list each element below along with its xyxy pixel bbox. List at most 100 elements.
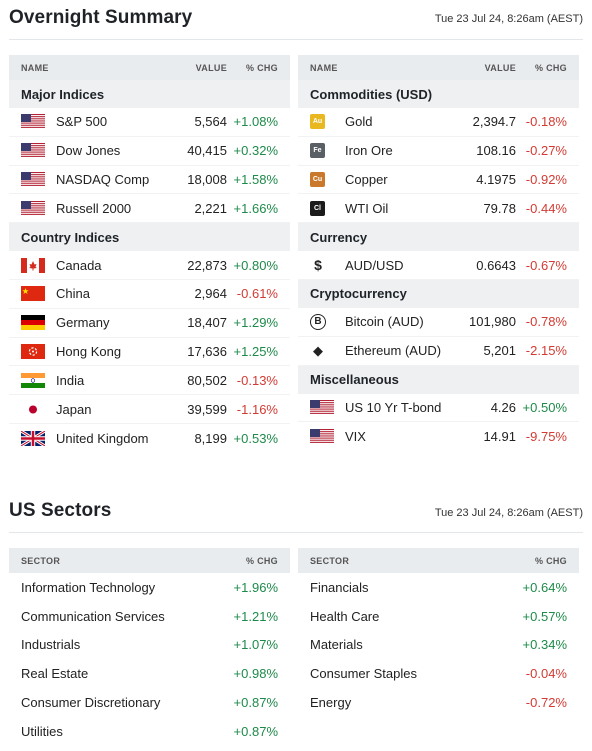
- sector-row[interactable]: Industrials +1.07%: [9, 631, 290, 660]
- overnight-summary-title: Overnight Summary: [9, 7, 193, 28]
- sector-change: +1.96%: [233, 579, 278, 595]
- table-row[interactable]: NASDAQ Comp 18,008 +1.58%: [9, 166, 290, 195]
- uk-flag-icon: [21, 430, 45, 446]
- sector-row[interactable]: Health Care +0.57%: [298, 602, 579, 631]
- instrument-name: India: [56, 372, 85, 388]
- sector-name: Utilities: [21, 723, 63, 739]
- table-row[interactable]: S&P 500 5,564 +1.08%: [9, 108, 290, 137]
- instrument-change: +0.53%: [233, 430, 278, 446]
- table-row[interactable]: United Kingdom 8,199 +0.53%: [9, 424, 290, 453]
- canada-flag-icon: [21, 257, 45, 273]
- table-row[interactable]: Hong Kong 17,636 +1.25%: [9, 338, 290, 367]
- instrument-value: 39,599: [187, 401, 227, 417]
- row-icon-cell: [9, 372, 56, 388]
- table-row[interactable]: India 80,502 -0.13%: [9, 366, 290, 396]
- sector-name: Health Care: [310, 608, 380, 624]
- instrument-change: -0.27%: [525, 143, 567, 159]
- table-row[interactable]: Germany 18,407 +1.29%: [9, 309, 290, 338]
- instrument-value: 4.1975: [476, 171, 516, 187]
- table-row[interactable]: Canada 22,873 +0.80%: [9, 251, 290, 280]
- instrument-change: -2.15%: [525, 343, 567, 359]
- sector-row[interactable]: Consumer Discretionary +0.87%: [9, 688, 290, 717]
- table-row[interactable]: VIX 14.91 -9.75%: [298, 422, 579, 451]
- instrument-name: Copper: [345, 171, 388, 187]
- group-header: Major Indices: [9, 80, 290, 108]
- sector-row[interactable]: Consumer Staples -0.04%: [298, 659, 579, 688]
- sector-row[interactable]: Financials +0.64%: [298, 573, 579, 602]
- wti-oil-icon: Cl: [310, 200, 325, 216]
- sector-change: +0.87%: [233, 723, 278, 739]
- instrument-value: 18,407: [187, 315, 227, 331]
- sector-name: Consumer Discretionary: [21, 695, 161, 711]
- row-icon-cell: Cl: [298, 200, 345, 216]
- table-header: SECTOR % CHG: [298, 548, 579, 573]
- instrument-change: +0.80%: [233, 257, 278, 273]
- instrument-value: 8,199: [194, 430, 227, 446]
- overnight-left-table: NAME VALUE % CHG Major Indices S&P 500 5,5…: [9, 55, 290, 453]
- sector-row[interactable]: Energy -0.72%: [298, 688, 579, 717]
- instrument-change: +1.08%: [233, 114, 278, 130]
- sector-change: +0.34%: [522, 637, 567, 653]
- instrument-change: -1.16%: [236, 401, 278, 417]
- sector-row[interactable]: Materials +0.34%: [298, 631, 579, 660]
- table-row[interactable]: ◆ Ethereum (AUD) 5,201 -2.15%: [298, 337, 579, 366]
- instrument-value: 17,636: [187, 343, 227, 359]
- table-row[interactable]: $ AUD/USD 0.6643 -0.67%: [298, 251, 579, 280]
- col-header-chg: % CHG: [245, 555, 278, 566]
- table-row[interactable]: Au Gold 2,394.7 -0.18%: [298, 108, 579, 137]
- instrument-value: 4.26: [490, 399, 516, 415]
- table-row[interactable]: Cl WTI Oil 79.78 -0.44%: [298, 194, 579, 224]
- col-header-chg: % CHG: [245, 62, 278, 73]
- instrument-value: 40,415: [187, 143, 227, 159]
- us-flag-icon: [310, 429, 334, 445]
- col-header-chg: % CHG: [534, 62, 567, 73]
- col-header-sector: SECTOR: [21, 555, 61, 566]
- instrument-change: +1.29%: [233, 315, 278, 331]
- us-sectors-date: Tue 23 Jul 24, 8:26am (AEST): [434, 507, 583, 519]
- col-header-value: VALUE: [484, 62, 516, 73]
- instrument-value: 80,502: [187, 372, 227, 388]
- instrument-name: VIX: [345, 429, 366, 445]
- table-row[interactable]: B Bitcoin (AUD) 101,980 -0.78%: [298, 308, 579, 337]
- group-header: Commodities (USD): [298, 80, 579, 108]
- instrument-change: -0.44%: [525, 200, 567, 216]
- instrument-name: NASDAQ Comp: [56, 171, 150, 187]
- row-icon-cell: [9, 143, 56, 159]
- sector-name: Consumer Staples: [310, 666, 417, 682]
- table-row[interactable]: Cu Copper 4.1975 -0.92%: [298, 166, 579, 195]
- row-icon-cell: [9, 114, 56, 130]
- table-row[interactable]: China 2,964 -0.61%: [9, 280, 290, 309]
- row-icon-cell: [9, 315, 56, 331]
- sector-row[interactable]: Utilities +0.87%: [9, 717, 290, 746]
- table-row[interactable]: US 10 Yr T-bond 4.26 +0.50%: [298, 394, 579, 423]
- sector-row[interactable]: Information Technology +1.96%: [9, 573, 290, 602]
- us-flag-icon: [21, 114, 45, 130]
- table-row[interactable]: Dow Jones 40,415 +0.32%: [9, 137, 290, 166]
- table-row[interactable]: Fe Iron Ore 108.16 -0.27%: [298, 137, 579, 166]
- sector-change: +0.87%: [233, 695, 278, 711]
- china-flag-icon: [21, 286, 45, 302]
- sector-name: Real Estate: [21, 666, 89, 682]
- table-row[interactable]: Japan 39,599 -1.16%: [9, 395, 290, 424]
- instrument-change: +1.58%: [233, 171, 278, 187]
- instrument-change: -0.18%: [525, 114, 567, 130]
- row-icon-cell: [9, 343, 56, 359]
- sector-row[interactable]: Real Estate +0.98%: [9, 659, 290, 688]
- instrument-name: Germany: [56, 315, 110, 331]
- instrument-value: 14.91: [483, 429, 516, 445]
- instrument-change: -0.67%: [525, 257, 567, 273]
- instrument-name: WTI Oil: [345, 200, 389, 216]
- col-header-name: NAME: [21, 62, 49, 73]
- row-icon-cell: [9, 257, 56, 273]
- sector-change: +0.57%: [522, 608, 567, 624]
- col-header-value: VALUE: [195, 62, 227, 73]
- sector-row[interactable]: Communication Services +1.21%: [9, 602, 290, 631]
- instrument-name: Japan: [56, 401, 92, 417]
- row-icon-cell: $: [298, 257, 345, 273]
- sector-name: Information Technology: [21, 579, 156, 595]
- copper-icon: Cu: [310, 171, 325, 187]
- instrument-change: -0.92%: [525, 171, 567, 187]
- table-row[interactable]: Russell 2000 2,221 +1.66%: [9, 194, 290, 224]
- row-icon-cell: [9, 286, 56, 302]
- us-flag-icon: [21, 200, 45, 216]
